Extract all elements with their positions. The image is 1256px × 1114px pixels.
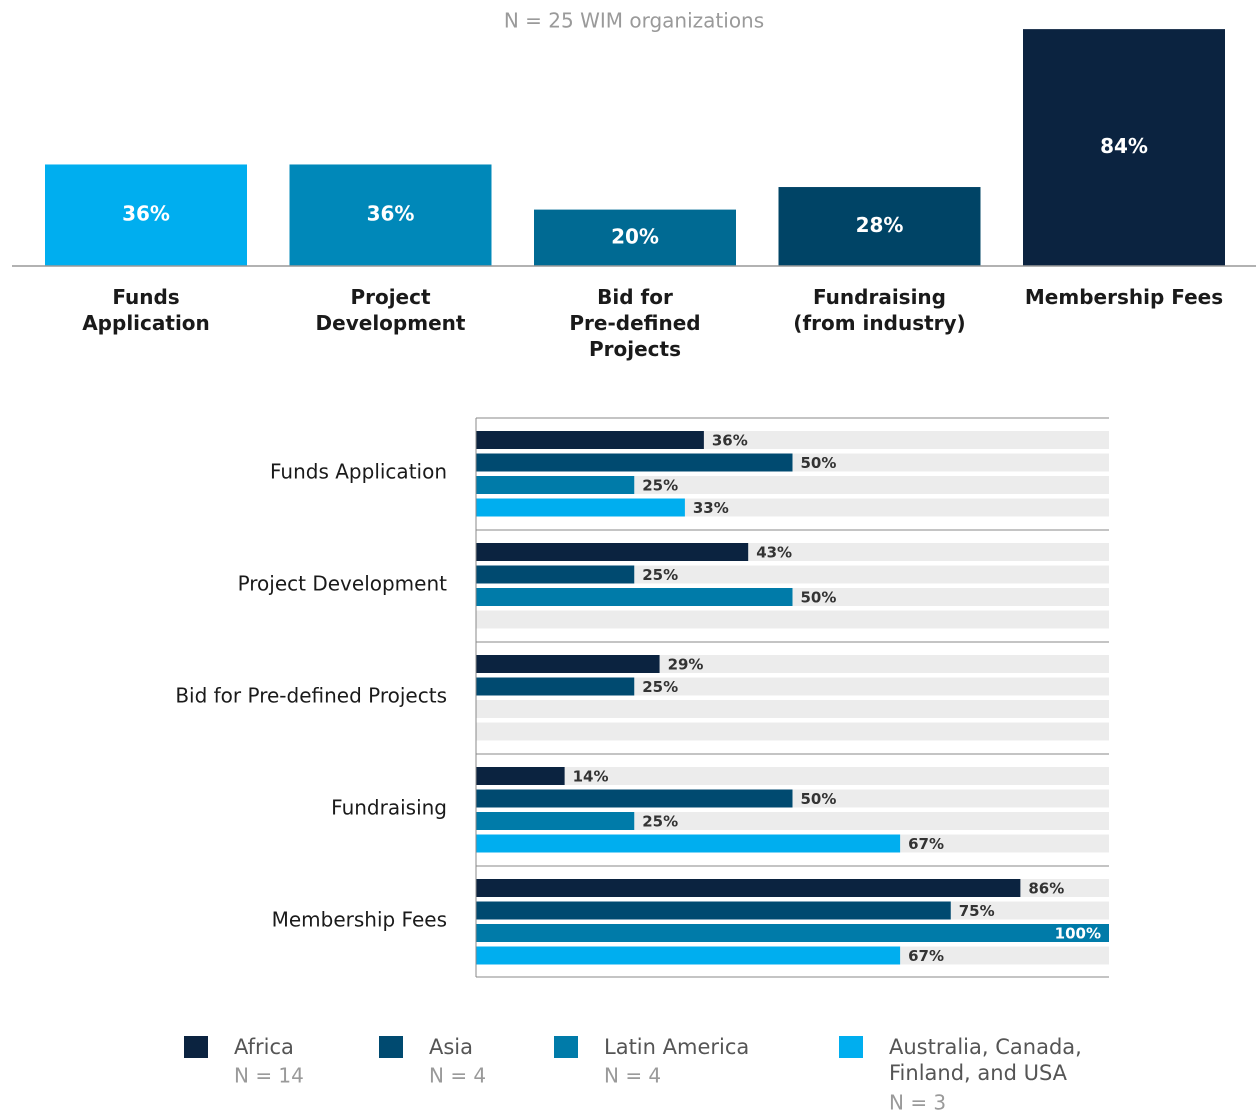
value-label: 36% <box>122 202 170 226</box>
subtitle: N = 25 WIM organizations <box>504 9 764 33</box>
bar <box>476 812 635 830</box>
value-label: 28% <box>856 213 904 237</box>
bar <box>778 187 981 266</box>
value-label: 25% <box>642 678 678 696</box>
category-label: Membership Fees <box>272 908 447 932</box>
category-label: Bid for Pre-defined Projects <box>569 285 700 361</box>
bar <box>45 164 247 266</box>
bar <box>476 789 793 808</box>
legend-label: Africa <box>234 1035 294 1059</box>
bar <box>476 588 793 606</box>
track <box>476 610 1109 629</box>
bar <box>289 164 492 266</box>
legend-sample: N = 4 <box>429 1064 486 1088</box>
bar <box>476 565 635 584</box>
value-label: 50% <box>801 790 837 808</box>
value-label: 43% <box>756 544 792 562</box>
track <box>476 700 1109 718</box>
legend-label: Australia, Canada, Finland, and USA <box>889 1035 1082 1085</box>
value-label: 84% <box>1100 134 1148 158</box>
bar <box>534 209 736 266</box>
category-label: Fundraising (from industry) <box>793 285 965 335</box>
bar <box>476 476 635 494</box>
category-label: Funds Application <box>82 285 210 335</box>
value-label: 33% <box>693 499 729 517</box>
value-label: 50% <box>801 589 837 607</box>
bar <box>476 431 704 449</box>
value-label: 20% <box>611 224 659 248</box>
bar <box>476 543 749 561</box>
value-label: 25% <box>642 477 678 495</box>
legend-sample: N = 14 <box>234 1064 304 1088</box>
legend-sample: N = 4 <box>604 1064 661 1088</box>
legend-swatch <box>379 1036 403 1058</box>
category-label: Bid for Pre-defined Projects <box>175 684 447 708</box>
category-label: Fundraising <box>331 796 447 820</box>
category-label: Membership Fees <box>1025 285 1223 309</box>
category-label: Project Development <box>316 285 466 335</box>
value-label: 25% <box>642 813 678 831</box>
bar <box>1023 29 1225 267</box>
bar <box>476 655 660 673</box>
track <box>476 767 1109 785</box>
bar <box>476 453 793 472</box>
legend-swatch <box>839 1036 863 1058</box>
legend-swatch <box>554 1036 578 1058</box>
legend-sample: N = 3 <box>889 1091 946 1114</box>
bar <box>476 946 901 965</box>
bar <box>476 677 635 696</box>
bar <box>476 924 1109 942</box>
bar <box>476 879 1021 897</box>
value-label: 36% <box>367 202 415 226</box>
bar <box>476 901 951 920</box>
value-label: 75% <box>959 902 995 920</box>
legend-label: Asia <box>429 1035 473 1059</box>
value-label: 29% <box>668 656 704 674</box>
value-label: 36% <box>712 432 748 450</box>
bar <box>476 834 901 853</box>
value-label: 67% <box>908 947 944 965</box>
value-label: 86% <box>1028 880 1064 898</box>
bar <box>476 498 685 517</box>
legend-swatch <box>184 1036 208 1058</box>
bar <box>476 767 565 785</box>
value-label: 67% <box>908 835 944 853</box>
value-label: 50% <box>801 454 837 472</box>
value-label: 14% <box>573 768 609 786</box>
category-label: Funds Application <box>270 460 447 484</box>
value-label: 100% <box>1055 925 1101 943</box>
value-label: 25% <box>642 566 678 584</box>
track <box>476 722 1109 741</box>
legend-label: Latin America <box>604 1035 749 1059</box>
category-label: Project Development <box>238 572 448 596</box>
